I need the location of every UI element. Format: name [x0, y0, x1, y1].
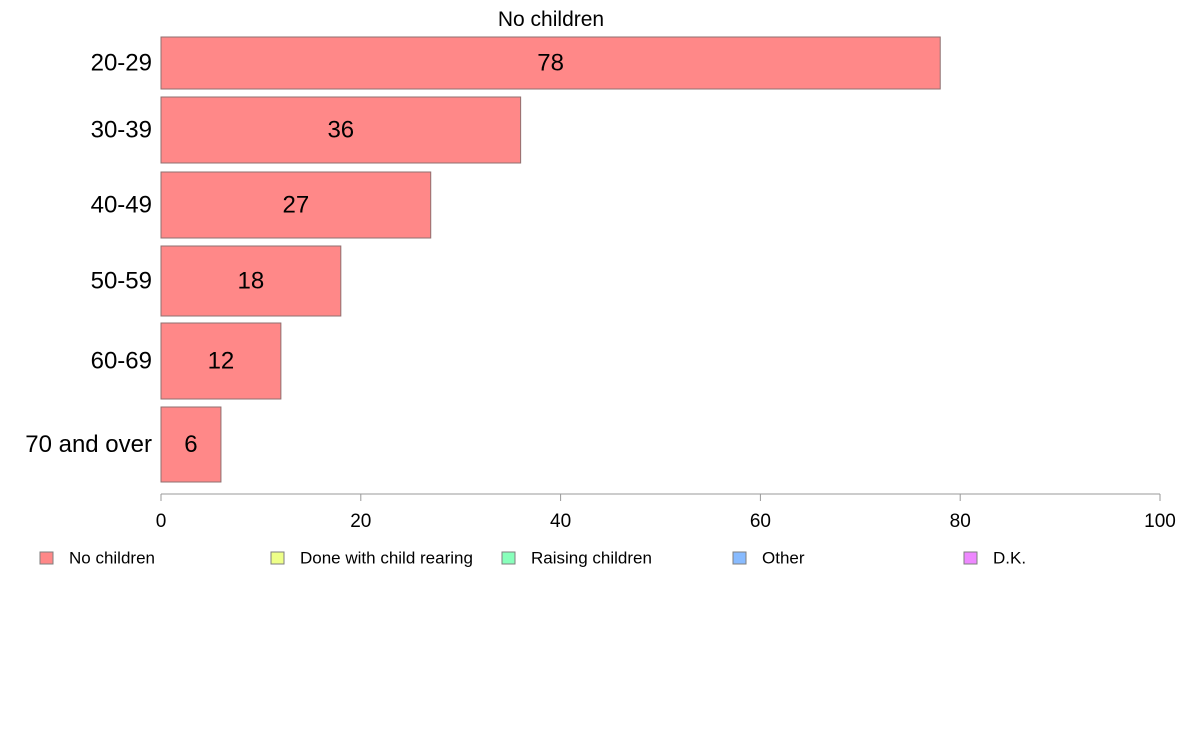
data-label-50-59: 18	[238, 268, 265, 295]
bar-50-59	[160, 245, 342, 317]
legend-label-raising-children: Raising children	[531, 549, 652, 568]
legend-swatch-no-children	[39, 551, 54, 565]
x-tick-label-40: 40	[550, 511, 571, 532]
legend-label-d-k: D.K.	[993, 549, 1026, 568]
bar-60-69	[160, 322, 282, 400]
legend-label-done-with-child-rearing: Done with child rearing	[300, 549, 473, 568]
legend-label-no-children: No children	[69, 549, 155, 568]
chart-title: No children	[498, 8, 604, 31]
bar-30-39	[160, 96, 522, 164]
data-label-70-and-over: 6	[184, 431, 197, 458]
category-label-20-29: 20-29	[91, 50, 152, 77]
x-tick-label-0: 0	[156, 511, 167, 532]
data-label-30-39: 36	[327, 117, 354, 144]
bar-20-29	[160, 36, 941, 90]
legend-swatch-d-k	[963, 551, 978, 565]
x-axis: 0 20 40 60 80 100	[156, 493, 1176, 532]
legend-swatch-other	[732, 551, 747, 565]
legend-label-other: Other	[762, 549, 805, 568]
category-label-60-69: 60-69	[91, 348, 152, 375]
x-tick-label-100: 100	[1144, 511, 1176, 532]
legend-swatch-done-with-child-rearing	[270, 551, 285, 565]
category-label-50-59: 50-59	[91, 268, 152, 295]
data-label-60-69: 12	[208, 348, 235, 375]
bar-70-and-over	[160, 406, 222, 483]
data-label-20-29: 78	[537, 50, 564, 77]
category-label-70-and-over: 70 and over	[25, 431, 152, 458]
legend-swatch-raising-children	[501, 551, 516, 565]
bar-40-49	[160, 171, 432, 239]
category-label-40-49: 40-49	[91, 192, 152, 219]
bars-group: 20-29 78 30-39 36 40-49 27 50-59 18 60-69 12 70 an…	[25, 36, 941, 483]
x-tick-label-60: 60	[750, 511, 771, 532]
data-label-40-49: 27	[283, 192, 310, 219]
legend: No children Done with child rearing Raisin…	[39, 549, 1026, 568]
x-tick-label-80: 80	[950, 511, 971, 532]
category-label-30-39: 30-39	[91, 117, 152, 144]
x-tick-label-20: 20	[350, 511, 371, 532]
